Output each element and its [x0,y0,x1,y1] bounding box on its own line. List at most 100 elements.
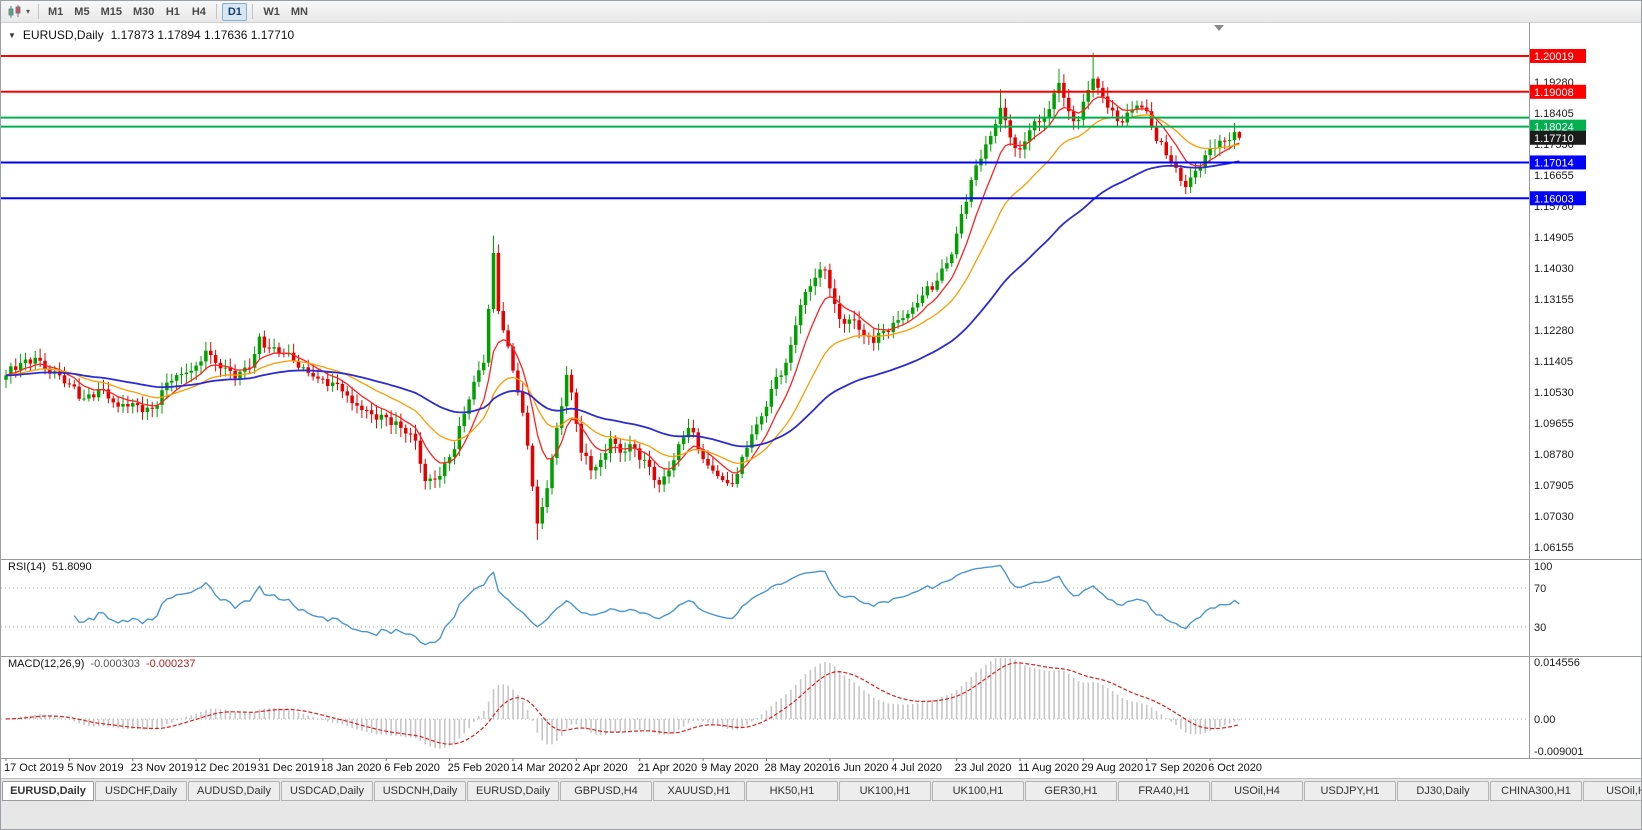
chart-type-caret-icon[interactable]: ▾ [26,7,31,16]
price-axis-tick: 1.11405 [1534,356,1573,368]
chart-header: ▼ EURUSD,Daily 1.17873 1.17894 1.17636 1… [8,28,294,42]
moving-average-8 [5,96,1240,474]
time-axis-label: 4 Jul 2020 [891,762,943,774]
toolbar-separator [38,4,40,19]
price-axis-tick: 1.12280 [1534,325,1574,337]
chart-tab-uk100-h1[interactable]: UK100,H1 [839,781,931,801]
chart-tab-xauusd-h1[interactable]: XAUUSD,H1 [653,781,745,801]
price-axis-tick: 1.08780 [1534,449,1574,461]
price-axis-tick: 1.07030 [1534,511,1574,523]
macd-name: MACD(12,26,9) [8,658,85,670]
time-axis-label: 25 Feb 2020 [447,762,510,774]
macd-label: MACD(12,26,9) -0.000303 -0.000237 [8,658,196,670]
time-axis-label: 14 Mar 2020 [511,762,573,774]
price-tag-label: 1.20019 [1534,51,1574,63]
price-tag-label: 1.17710 [1534,133,1574,145]
chart-tab-audusd-daily[interactable]: AUDUSD,Daily [188,781,280,801]
price-tag-label: 1.17014 [1534,157,1574,169]
price-axis: 1.192801.184051.175301.166551.157801.149… [1534,77,1574,554]
price-axis-tick: 1.14905 [1534,232,1574,244]
timeframe-button-h1[interactable]: H1 [165,5,180,18]
time-axis-label: 2 Apr 2020 [574,762,628,774]
chart-tab-hk50-h1[interactable]: HK50,H1 [746,781,838,801]
chart-tab-ger30-h1[interactable]: GER30,H1 [1025,781,1117,801]
ohlc-collapse-icon[interactable]: ▼ [8,30,16,40]
chart-tab-usdjpy-h1[interactable]: USDJPY,H1 [1304,781,1396,801]
timeframe-button-m15[interactable]: M15 [100,5,122,18]
time-axis-label: 21 Apr 2020 [637,762,698,774]
toolbar-separator [252,4,254,19]
price-axis-tick: 1.18405 [1534,108,1574,120]
rsi-name: RSI(14) [8,561,46,573]
time-axis-label: 5 Nov 2019 [67,762,124,774]
macd-main-value: -0.000303 [90,658,140,670]
chart-tab-china300-h1[interactable]: CHINA300,H1 [1490,781,1582,801]
rsi-value: 51.8090 [51,561,92,573]
rsi-label: RSI(14) 51.8090 [8,561,92,573]
rsi-axis-tick: 100 [1534,561,1552,573]
time-axis[interactable]: 17 Oct 2019 5 Nov 2019 23 Nov 2019 12 Dec 2… [1,758,1529,776]
chart-tab-usdchf-daily[interactable]: USDCHF,Daily [95,781,187,801]
time-axis-label: 16 Jun 2020 [827,762,889,774]
chart-tab-usdcad-daily[interactable]: USDCAD,Daily [281,781,373,801]
price-axis-tick: 1.06155 [1534,542,1574,554]
time-axis-label: 23 Nov 2019 [130,762,194,774]
price-axis-tick: 1.10530 [1534,387,1574,399]
chart-tab-usdcnh-daily[interactable]: USDCNH,Daily [374,781,466,801]
rsi-axis-tick: 30 [1534,622,1546,634]
time-axis-label: 28 May 2020 [764,762,829,774]
macd-signal-line [5,662,1240,745]
chart-type-glyph [8,4,21,18]
timeframe-button-m30[interactable]: M30 [132,5,155,18]
time-axis-label: 17 Oct 2019 [4,762,64,774]
price-axis-tick: 1.07905 [1534,480,1574,492]
timeframe-button-d1[interactable]: D1 [222,2,248,21]
chart-tab-fra40-h1[interactable]: FRA40,H1 [1118,781,1210,801]
chart-tab-gbpusd-h4[interactable]: GBPUSD,H4 [560,781,652,801]
macd-axis-tick: 0.014556 [1534,657,1580,669]
price-tag-label: 1.19008 [1534,87,1574,99]
timeframe-button-h4[interactable]: H4 [191,5,206,18]
price-axis-tick: 1.16655 [1534,170,1574,182]
price-tag [1530,130,1586,145]
chart-symbol-label: EURUSD,Daily [22,28,104,42]
price-tag [1530,84,1586,99]
time-axis-label: 6 Feb 2020 [384,762,440,774]
time-axis-label: 11 Aug 2020 [1018,762,1079,774]
timeframe-button-m1[interactable]: M1 [48,5,64,18]
timeframe-button-w1[interactable]: W1 [263,5,280,18]
price-tag [1530,191,1586,206]
timeframe-toolbar: ▾ M1 M5 M15 M30 H1 H4 D1 W1 MN [1,1,1641,23]
chart-shift-marker[interactable] [1214,25,1224,31]
rsi-axis-tick: 70 [1534,583,1546,595]
timeframe-button-m5[interactable]: M5 [74,5,90,18]
chart-tab-eurusd-daily[interactable]: EURUSD,Daily [2,781,94,801]
price-axis-tick: 1.14030 [1534,263,1574,275]
macd-histogram [10,658,1241,749]
moving-average-55 [5,160,1240,448]
chart-tab-eurusd-daily[interactable]: EURUSD,Daily [467,781,559,801]
chart-tab-usoil-h4[interactable]: USOil,H4 [1211,781,1303,801]
macd-axis-tick: 0.00 [1534,714,1555,726]
rsi-line [73,564,1240,646]
price-axis-tick: 1.13155 [1534,294,1574,306]
chart-tab-uk100-h1[interactable]: UK100,H1 [932,781,1024,801]
timeframe-buttons: M1 M5 M15 M30 H1 H4 D1 W1 MN [43,2,313,21]
chart-tabbar: EURUSD,Daily USDCHF,Daily AUDUSD,Daily USDC… [1,778,1641,829]
time-axis-label: 6 Oct 2020 [1208,762,1262,774]
macd-signal-value: -0.000237 [145,658,196,670]
time-axis-label: 17 Sep 2020 [1144,762,1208,774]
price-tag [1530,119,1586,134]
price-tag-label: 1.18024 [1534,122,1574,134]
candles-layer [4,52,1242,540]
chart-type-icon[interactable] [5,3,25,21]
chart-tab-usoil-h1[interactable]: USOil,H1 [1583,781,1641,801]
price-axis-tick: 1.09655 [1534,418,1574,430]
chart-ohlc-values: 1.17873 1.17894 1.17636 1.17710 [110,28,295,42]
chart-tab-dj30-daily[interactable]: DJ30,Daily [1397,781,1489,801]
timeframe-button-mn[interactable]: MN [290,5,308,18]
time-axis-label: 12 Dec 2019 [194,762,257,774]
